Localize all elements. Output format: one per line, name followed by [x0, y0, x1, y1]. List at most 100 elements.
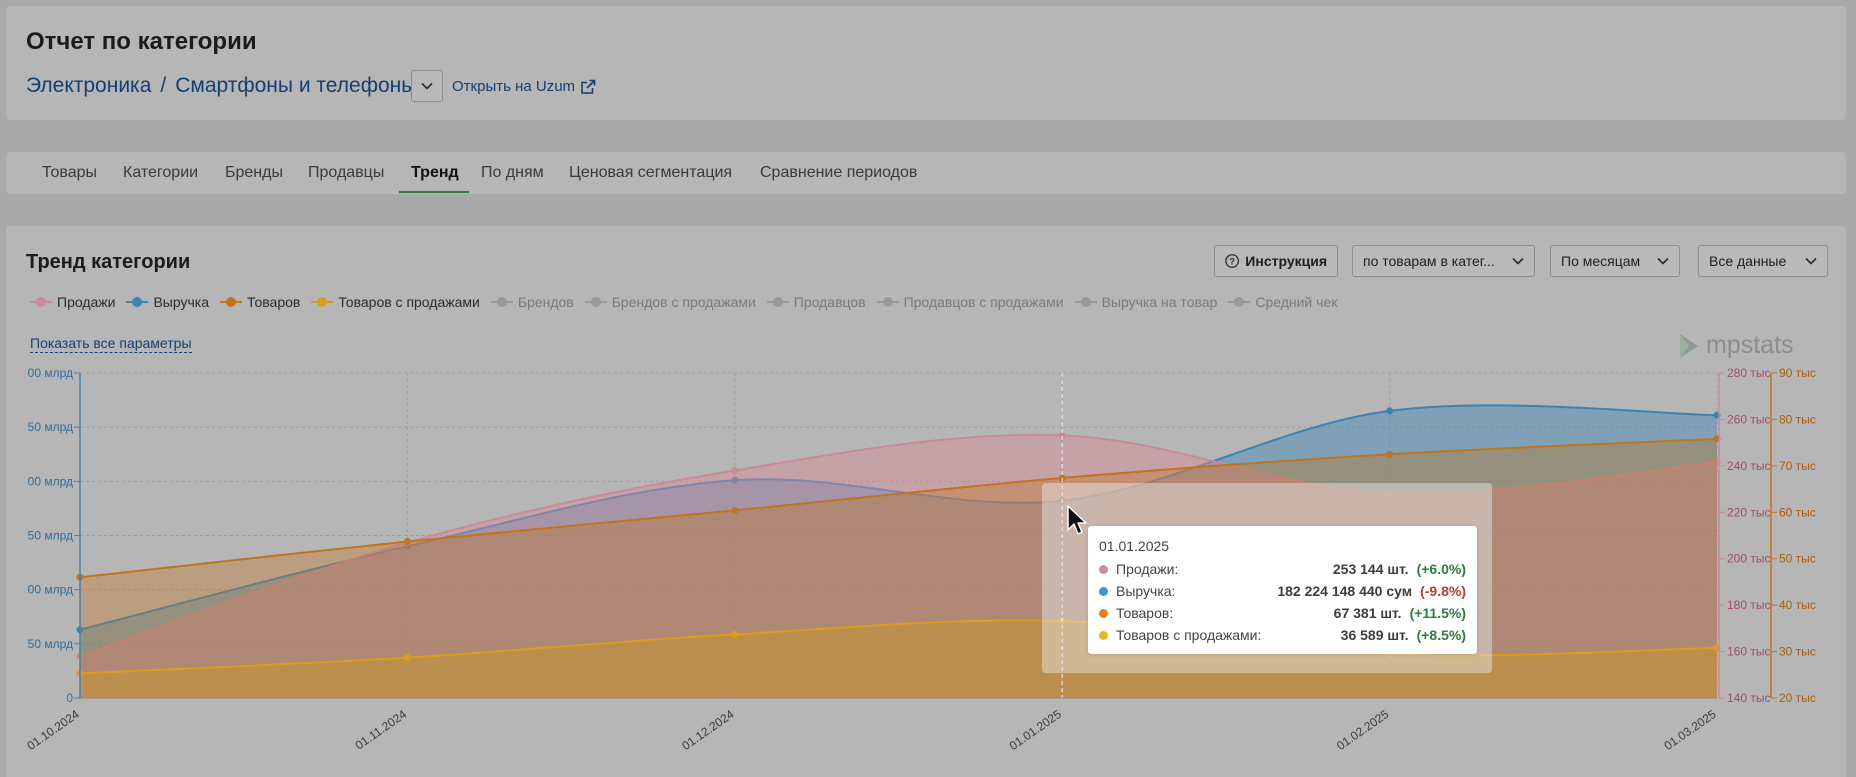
y-tick-label-sales: 280 тыс: [1727, 366, 1770, 380]
tooltip-date: 01.01.2025: [1099, 538, 1170, 554]
y-tick-label-revenue: 50 млрд: [28, 637, 73, 651]
data-point: [1058, 431, 1066, 439]
legend-marker-icon: [220, 296, 243, 308]
data-point: [403, 654, 411, 662]
active-tab-indicator: [399, 191, 469, 193]
y-tick-label-items: 30 тыс: [1779, 645, 1816, 659]
data-select[interactable]: Все данные: [1698, 245, 1828, 277]
data-point: [731, 467, 739, 474]
tab-by-days[interactable]: По дням: [481, 164, 544, 181]
tab-price-segmentation[interactable]: Ценовая сегментация: [569, 164, 733, 181]
tab-products[interactable]: Товары: [42, 164, 98, 181]
legend-label: Выручка на товар: [1101, 294, 1218, 310]
legend-item[interactable]: Товаров с продажами: [311, 294, 480, 310]
breadcrumb-item-smartphones[interactable]: Смартфоны и телефоны: [175, 74, 417, 97]
tab-trend[interactable]: Тренд: [411, 164, 459, 181]
open-on-uzum-link[interactable]: Открыть на Uzum: [452, 78, 596, 95]
y-tick-label-items: 20 тыс: [1779, 691, 1816, 705]
y-tick-label-sales: 160 тыс: [1727, 645, 1770, 659]
legend-marker-icon: [30, 296, 52, 308]
legend-item[interactable]: Брендов: [490, 294, 574, 310]
series-dot-icon: [1099, 630, 1108, 640]
legend-marker-icon: [766, 296, 789, 308]
tooltip-row: Товаров: 67 381 шт. (+11.5%): [1099, 604, 1466, 622]
tab-brands[interactable]: Бренды: [225, 164, 283, 181]
legend-marker-icon: [126, 296, 149, 308]
chart-tooltip: 01.01.2025 Продажи: 253 144 шт. (+6.0%) Выр…: [1088, 526, 1477, 654]
show-all-params-link[interactable]: Показать все параметры: [30, 335, 192, 353]
y-tick-label-items: 60 тыс: [1779, 505, 1816, 519]
mpstats-logo-text: mpstats: [1706, 331, 1794, 359]
chart-legend: Продажи Выручка Товаров Товаров с продажами…: [30, 294, 1348, 310]
y-tick-label-revenue: 50 млрд: [28, 529, 73, 543]
tooltip-value: 182 224 148 440 сум: [1277, 583, 1413, 599]
chevron-down-icon: [1512, 257, 1524, 265]
instruction-label: Инструкция: [1245, 253, 1327, 269]
legend-marker-icon: [490, 296, 513, 308]
legend-item[interactable]: Брендов с продажами: [584, 294, 756, 310]
x-tick-label: 01.03.2025: [1661, 707, 1718, 753]
x-tick-label: 01.11.2024: [353, 707, 410, 753]
tooltip-value: 253 144 шт.: [1332, 561, 1409, 577]
legend-item[interactable]: Средний чек: [1228, 294, 1337, 310]
open-on-uzum-label: Открыть на Uzum: [452, 78, 576, 95]
tooltip-row: Товаров с продажами: 36 589 шт. (+8.5%): [1099, 626, 1466, 644]
report-tabs-bar: Товары Категории Бренды Продавцы Тренд П…: [6, 152, 1846, 194]
tooltip-label: Товаров:: [1116, 605, 1174, 621]
legend-label: Продажи: [57, 294, 116, 310]
tooltip-value: 36 589 шт.: [1340, 627, 1409, 643]
breadcrumb: Электроника / Смартфоны и телефоны: [26, 74, 416, 98]
data-select-value: Все данные: [1709, 253, 1787, 269]
tab-sellers[interactable]: Продавцы: [308, 164, 385, 181]
legend-label: Брендов: [517, 294, 574, 310]
data-point: [1386, 407, 1394, 415]
legend-item[interactable]: Продавцов: [766, 294, 866, 310]
legend-item[interactable]: Выручка: [126, 294, 209, 310]
legend-item[interactable]: Товаров: [220, 294, 300, 310]
external-link-icon: [581, 79, 596, 94]
svg-text:?: ?: [1229, 257, 1234, 267]
y-tick-label-revenue: 0: [66, 691, 73, 705]
y-tick-label-items: 50 тыс: [1779, 552, 1816, 566]
chevron-down-icon: [421, 82, 433, 90]
legend-label: Товаров с продажами: [338, 294, 480, 310]
mpstats-logo: mpstats: [1678, 331, 1794, 360]
y-tick-label-sales: 260 тыс: [1727, 412, 1770, 426]
x-tick-label: 01.12.2024: [679, 707, 736, 753]
data-point: [731, 476, 739, 484]
y-tick-label-revenue: 00 млрд: [28, 583, 73, 597]
legend-marker-icon: [1228, 296, 1251, 308]
legend-label: Брендов с продажами: [611, 294, 756, 310]
y-tick-label-revenue: 50 млрд: [28, 420, 73, 434]
mouse-pointer-icon: [1067, 505, 1087, 535]
y-tick-label-sales: 220 тыс: [1727, 505, 1770, 519]
category-dropdown-button[interactable]: [411, 70, 443, 102]
period-select-value: По месяцам: [1561, 253, 1641, 269]
instruction-button[interactable]: ? Инструкция: [1214, 245, 1338, 277]
y-tick-label-items: 40 тыс: [1779, 598, 1816, 612]
tooltip-label: Продажи:: [1116, 561, 1179, 577]
legend-marker-icon: [876, 296, 899, 308]
chevron-down-icon: [1657, 257, 1669, 265]
scope-select[interactable]: по товарам в катег...: [1352, 245, 1535, 277]
breadcrumb-item-electronics[interactable]: Электроника: [26, 74, 152, 97]
y-tick-label-items: 90 тыс: [1779, 366, 1816, 380]
tab-period-comparison[interactable]: Сравнение периодов: [760, 164, 918, 181]
period-select[interactable]: По месяцам: [1550, 245, 1680, 277]
tooltip-change: (+11.5%): [1409, 605, 1466, 621]
question-circle-icon: ?: [1225, 254, 1240, 268]
legend-marker-icon: [584, 296, 607, 308]
legend-label: Продавцов: [793, 294, 866, 310]
legend-item[interactable]: Продавцов с продажами: [876, 294, 1064, 310]
tab-categories[interactable]: Категории: [123, 164, 199, 181]
tooltip-change: (+8.5%): [1416, 627, 1466, 643]
y-tick-label-revenue: 00 млрд: [28, 366, 73, 380]
data-point: [731, 630, 739, 638]
x-tick-label: 01.01.2025: [1007, 707, 1064, 753]
y-tick-label-items: 70 тыс: [1779, 459, 1816, 473]
y-tick-label-sales: 200 тыс: [1727, 552, 1770, 566]
series-dot-icon: [1099, 608, 1108, 618]
legend-item[interactable]: Выручка на товар: [1074, 294, 1218, 310]
legend-item[interactable]: Продажи: [30, 294, 115, 310]
legend-marker-icon: [311, 296, 334, 308]
